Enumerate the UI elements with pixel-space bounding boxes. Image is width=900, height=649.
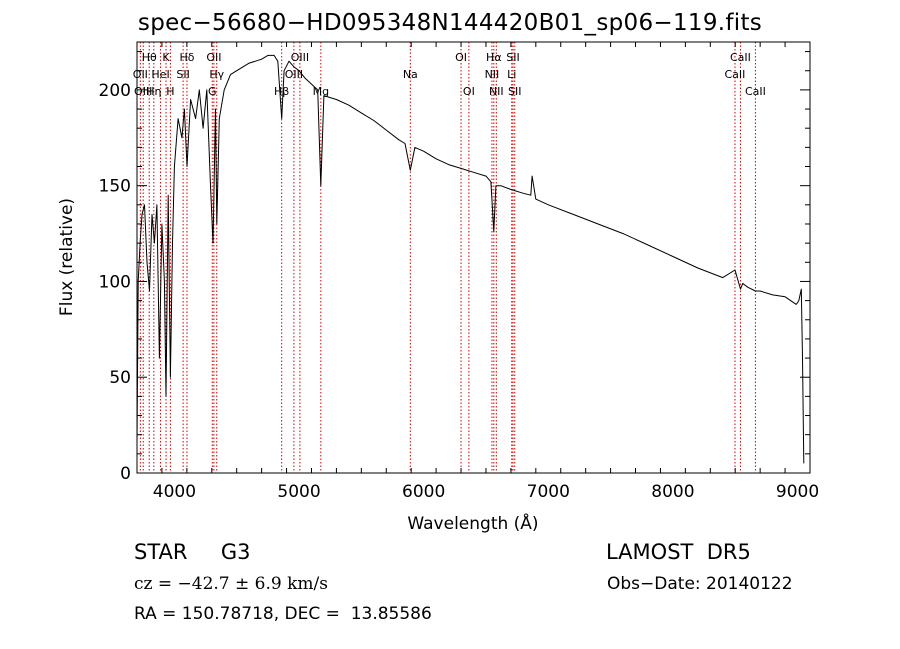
x-tick-label: 8000 xyxy=(651,482,694,502)
line-marker-label: Mg xyxy=(313,85,329,98)
survey-release: LAMOST DR5 xyxy=(606,540,751,564)
x-tick-label: 7000 xyxy=(527,482,570,502)
plot-frame xyxy=(136,41,811,474)
line-marker-label: Na xyxy=(403,68,418,81)
x-axis-label: Wavelength (Å) xyxy=(407,512,538,534)
y-tick-label: 150 xyxy=(99,177,131,197)
line-marker-label: Hβ xyxy=(274,85,289,98)
y-tick-label: 50 xyxy=(109,368,131,388)
line-marker-label: Hα xyxy=(486,51,502,64)
line-markers xyxy=(139,42,756,473)
line-marker-label: NII xyxy=(485,68,500,81)
y-tick-label: 200 xyxy=(99,81,131,101)
spectrum-line xyxy=(136,54,805,464)
redshift-cz: cz = −42.7 ± 6.9 km/s xyxy=(134,574,328,594)
line-marker-label: OIII xyxy=(291,51,309,64)
line-marker-label: Hγ xyxy=(209,68,224,81)
x-tick-label: 4000 xyxy=(153,482,196,502)
line-marker-label: Li xyxy=(507,68,516,81)
line-marker-label: Hθ xyxy=(142,51,157,64)
line-marker-label: HeI xyxy=(151,68,169,81)
x-tick-label: 6000 xyxy=(402,482,445,502)
y-tick-label: 0 xyxy=(120,464,131,484)
line-marker-label: OI xyxy=(463,85,475,98)
line-marker-label: SII xyxy=(176,68,189,81)
y-tick-label: 100 xyxy=(99,272,131,292)
line-marker-label: SII xyxy=(506,51,519,64)
line-marker-label: OII xyxy=(206,51,221,64)
x-axis-ticks: 4000 5000 6000 7000 8000 9000 xyxy=(136,42,819,502)
line-marker-label: K xyxy=(162,51,170,64)
spectrum-series xyxy=(136,54,805,464)
line-marker-label: H xyxy=(166,85,174,98)
y-axis-label: Flux (relative) xyxy=(57,198,77,316)
line-marker-label: SII xyxy=(508,85,521,98)
line-marker-label: OII xyxy=(133,68,148,81)
line-marker-label: OI xyxy=(455,51,467,64)
x-tick-label: 5000 xyxy=(277,482,320,502)
ra-dec-coordinates: RA = 150.78718, DEC = 13.85586 xyxy=(134,604,432,624)
line-marker-label: G xyxy=(208,85,217,98)
x-tick-label: 9000 xyxy=(776,482,819,502)
line-marker-label: OIII xyxy=(285,68,303,81)
line-marker-label: CaII xyxy=(730,51,751,64)
line-marker-label: CaII xyxy=(745,85,766,98)
observation-date: Obs−Date: 20140122 xyxy=(607,574,793,594)
chart-title: spec−56680−HD095348N144420B01_sp06−119.f… xyxy=(137,10,763,36)
line-marker-label: Hδ xyxy=(179,51,194,64)
object-class: STAR G3 xyxy=(134,540,251,564)
line-marker-label: NII xyxy=(489,85,504,98)
line-marker-label: OIII xyxy=(134,85,152,98)
y-axis-ticks: 0 50 100 150 200 xyxy=(99,51,810,484)
line-marker-label: Hη xyxy=(146,85,161,98)
line-marker-label: CaII xyxy=(725,68,746,81)
